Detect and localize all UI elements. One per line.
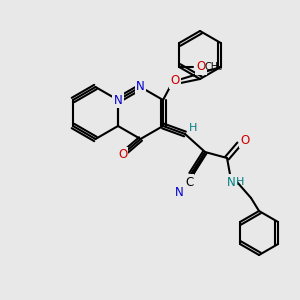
Text: N: N (136, 80, 145, 94)
Text: O: O (170, 74, 180, 88)
Text: N: N (114, 94, 122, 106)
Text: CH₃: CH₃ (204, 62, 222, 72)
Text: N: N (175, 185, 183, 199)
Text: O: O (196, 61, 206, 74)
Text: H: H (236, 177, 244, 187)
Text: N: N (227, 176, 236, 188)
Text: C: C (185, 176, 193, 188)
Text: O: O (240, 134, 250, 146)
Text: O: O (118, 148, 127, 161)
Text: H: H (189, 123, 197, 133)
